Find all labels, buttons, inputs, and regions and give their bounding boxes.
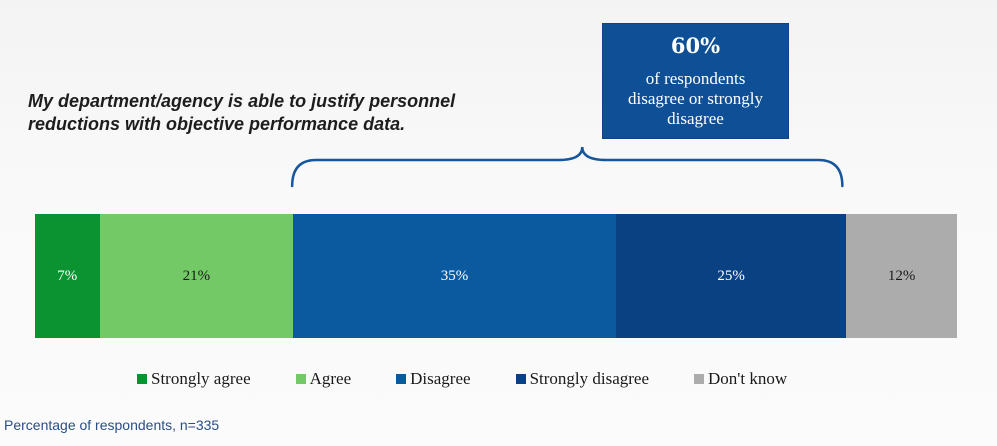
bar-segment-disagree: 35% — [293, 214, 616, 338]
footnote: Percentage of respondents, n=335 — [4, 417, 220, 433]
callout-box: 60% of respondents disagree or strongly … — [602, 23, 789, 139]
legend-item-disagree: Disagree — [396, 369, 471, 389]
bar-label-strongly-agree: 7% — [57, 267, 78, 284]
legend-item-strongly-disagree: Strongly disagree — [515, 369, 650, 389]
callout-text: of respondents disagree or strongly disa… — [627, 69, 764, 128]
legend-label: Strongly disagree — [529, 369, 650, 388]
bar-label-agree: 21% — [182, 267, 211, 284]
question-title: My department/agency is able to justify … — [28, 91, 456, 134]
bar-label-disagree: 35% — [440, 267, 469, 284]
legend-item-strongly-agree: Strongly agree — [137, 369, 251, 389]
legend-swatch — [694, 374, 705, 384]
legend-item-agree: Agree — [295, 369, 352, 389]
legend-swatch — [396, 374, 407, 384]
bar-label-don-t-know: 12% — [887, 267, 916, 284]
legend: Strongly agree Agree Disagree Strongly disa… — [137, 369, 787, 389]
legend-swatch — [295, 374, 306, 384]
legend-label: Don't know — [708, 369, 788, 388]
legend-item-don-t-know: Don't know — [694, 369, 787, 389]
bar-segment-strongly-agree: 7% — [35, 214, 100, 338]
legend-label: Disagree — [410, 369, 471, 388]
legend-label: Agree — [309, 369, 352, 388]
bar-segment-don-t-know: 12% — [846, 214, 957, 338]
bar-segment-agree: 21% — [99, 214, 294, 338]
legend-swatch — [137, 374, 147, 384]
bar-label-strongly-disagree: 25% — [717, 267, 745, 284]
bar-segment-strongly-disagree: 25% — [615, 214, 847, 338]
stacked-bar: 7% 21% 35% 25% 12% — [35, 214, 957, 338]
legend-label: Strongly agree — [151, 369, 251, 388]
callout-value: 60% — [670, 33, 721, 58]
brace-path — [290, 146, 844, 188]
legend-swatch — [515, 374, 526, 384]
